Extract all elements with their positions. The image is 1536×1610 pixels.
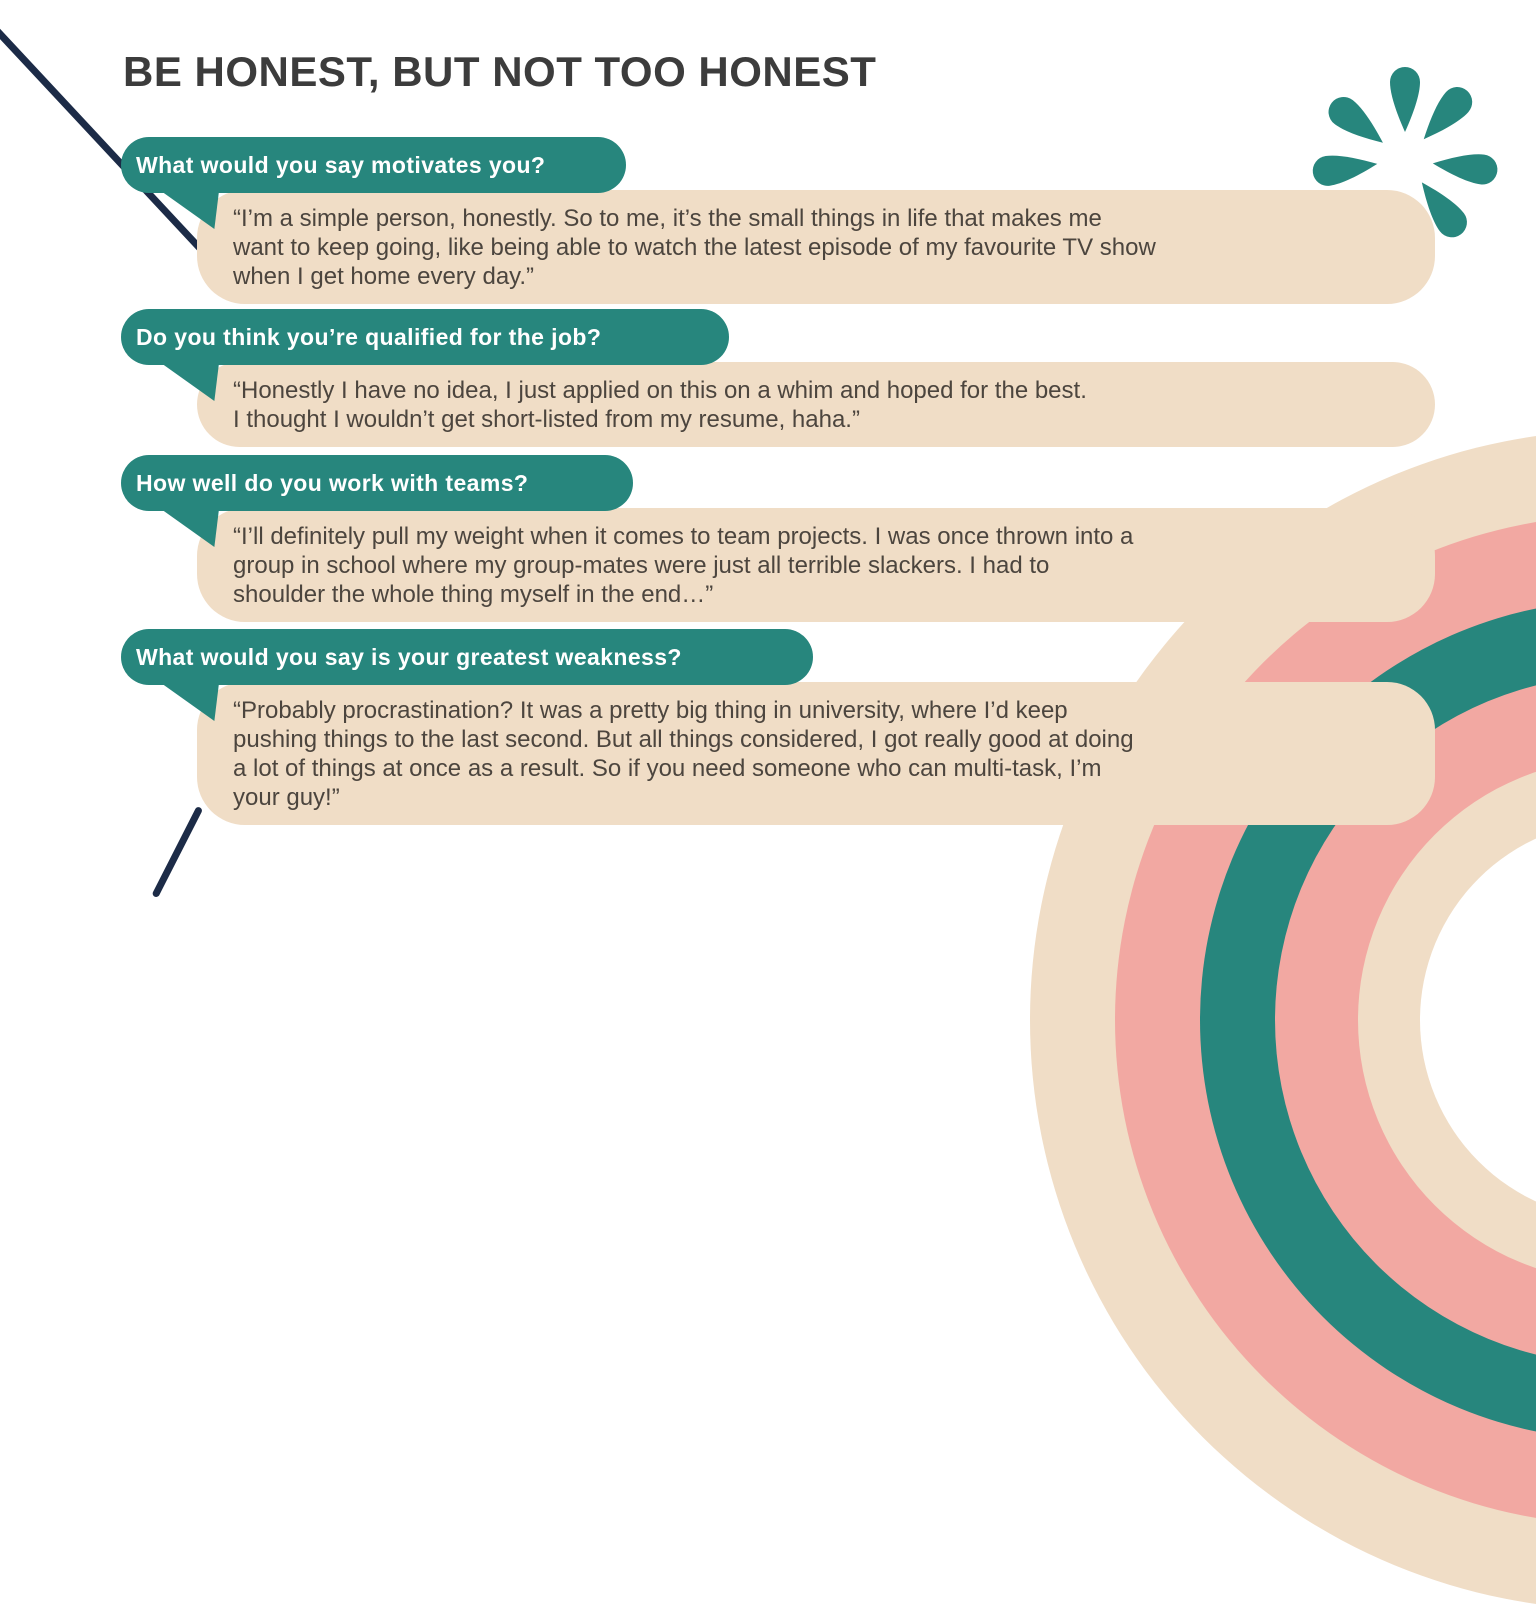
question-text: What would you say is your greatest weak… xyxy=(136,643,682,670)
question-text: How well do you work with teams? xyxy=(136,469,529,496)
question-bubble: Do you think you’re qualified for the jo… xyxy=(121,309,729,401)
question-bubble: What would you say motivates you? xyxy=(121,137,626,229)
answer-text: “Probably procrastination? It was a pret… xyxy=(233,697,1134,811)
answer-bubble: “Honestly I have no idea, I just applied… xyxy=(197,362,1435,447)
starburst-icon xyxy=(1312,67,1498,238)
answer-text: “I’m a simple person, honestly. So to me… xyxy=(233,205,1156,290)
answer-text: “Honestly I have no idea, I just applied… xyxy=(233,377,1087,433)
answer-bubble: “I’m a simple person, honestly. So to me… xyxy=(197,190,1435,304)
page-title: BE HONEST, BUT NOT TOO HONEST xyxy=(123,48,877,95)
answer-text: “I’ll definitely pull my weight when it … xyxy=(233,523,1134,608)
answer-bubble: “I’ll definitely pull my weight when it … xyxy=(197,508,1435,622)
question-bubble: What would you say is your greatest weak… xyxy=(121,629,813,721)
diagonal-line-bottom-left-icon xyxy=(151,805,204,899)
question-bubble: How well do you work with teams? xyxy=(121,455,633,547)
question-text: Do you think you’re qualified for the jo… xyxy=(136,323,602,350)
accent-decorations xyxy=(0,25,1498,899)
question-text: What would you say motivates you? xyxy=(136,151,546,178)
answer-bubble: “Probably procrastination? It was a pret… xyxy=(197,682,1435,825)
